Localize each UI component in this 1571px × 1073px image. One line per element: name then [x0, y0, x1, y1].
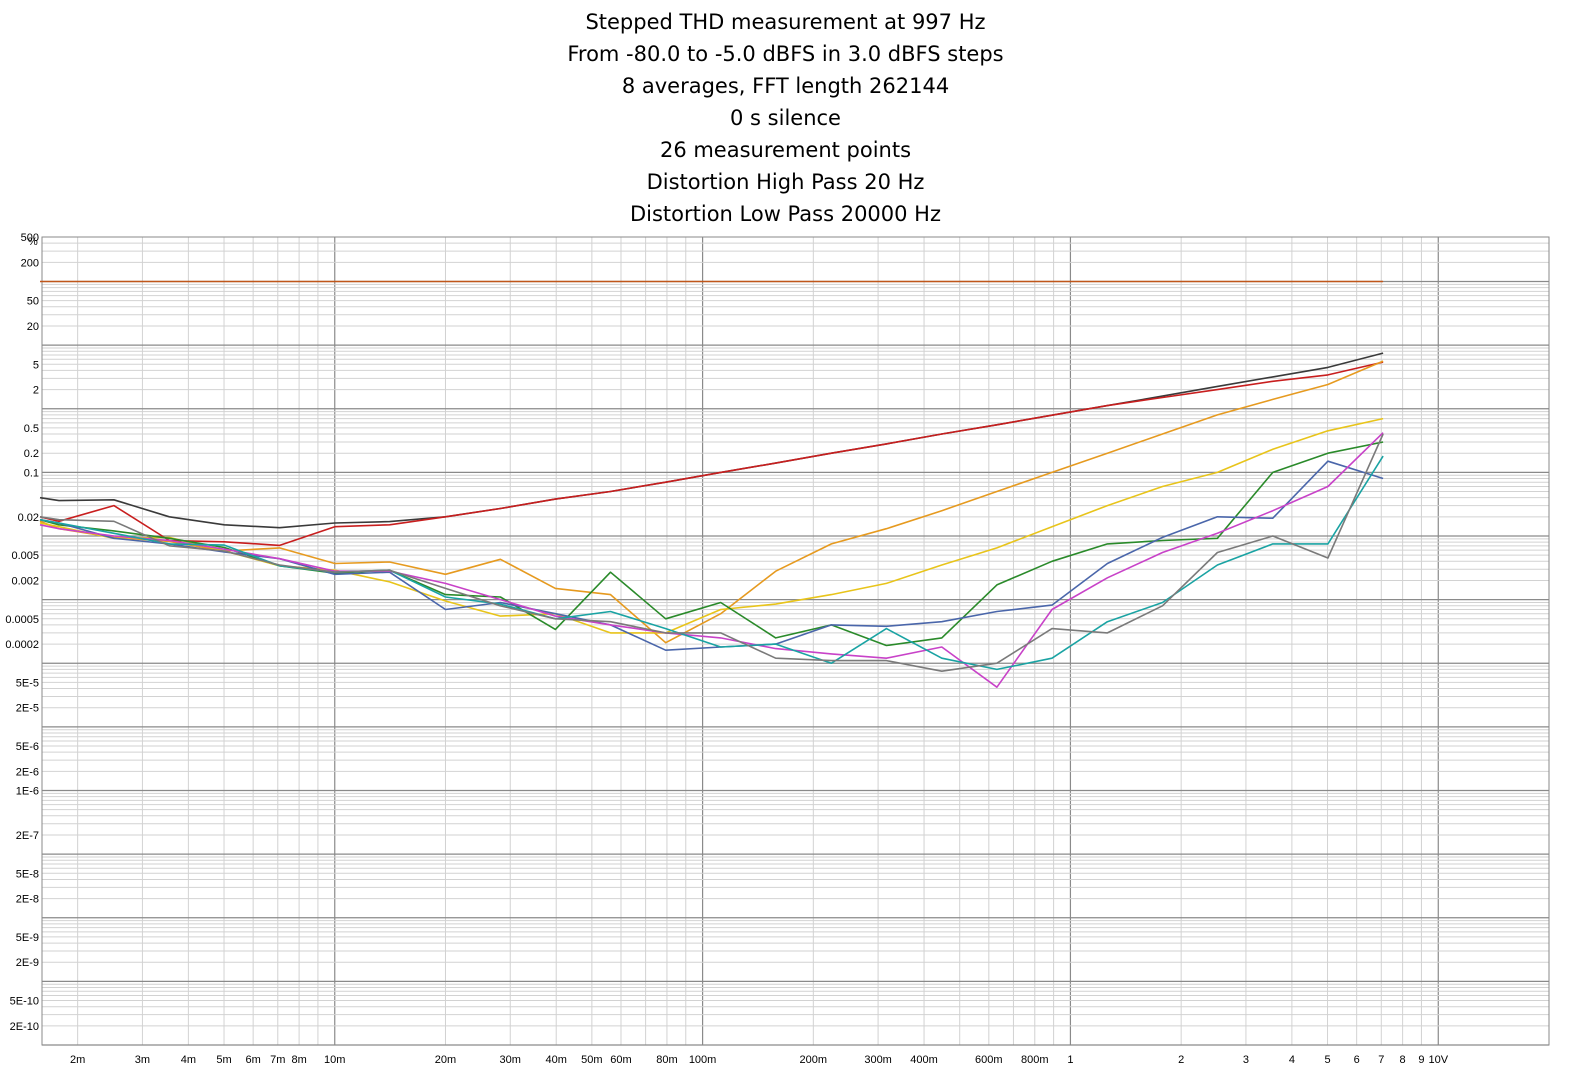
y-tick-labels: 500 200 50 20 5 2 0.5 0.2 0.1 0.02 0.005 0.002 0.000…	[5, 232, 39, 1033]
title-line-3: 8 averages, FFT length 262144	[621, 74, 950, 98]
title-line-5: 26 measurement points	[659, 138, 912, 162]
x-tick-label: 1	[1067, 1054, 1073, 1066]
y-tick-label: 1E-6	[16, 785, 39, 797]
y-axis-unit: %	[28, 236, 38, 248]
title-line-4: 0 s silence	[730, 106, 841, 130]
y-tick-label: 0.0002	[5, 639, 39, 651]
x-tick-label: 3	[1243, 1054, 1249, 1066]
x-tick-label: 8m	[291, 1054, 306, 1066]
grid-lines	[42, 236, 1550, 1046]
y-tick-label: 2	[33, 385, 39, 397]
x-tick-label: 40m	[546, 1054, 567, 1066]
y-tick-label: 5	[33, 359, 39, 371]
x-tick-label: 4m	[181, 1054, 196, 1066]
x-tick-label: 20m	[435, 1054, 456, 1066]
y-tick-label: 5E-10	[10, 996, 39, 1008]
y-tick-label: 200	[21, 257, 39, 269]
y-tick-label: 0.002	[11, 575, 39, 587]
x-tick-label: 2	[1178, 1054, 1184, 1066]
title-line-6: Distortion High Pass 20 Hz	[646, 170, 925, 194]
x-tick-label: 200m	[800, 1054, 828, 1066]
x-tick-label: 4	[1289, 1054, 1295, 1066]
y-tick-label: 0.1	[24, 467, 39, 479]
x-tick-label: 5	[1324, 1054, 1330, 1066]
y-tick-label: 0.0005	[5, 614, 39, 626]
y-tick-label: 5E-8	[16, 868, 39, 880]
chart-title: Stepped THD measurement at 997 Hz From -…	[0, 6, 1571, 230]
plot-border	[41, 236, 1550, 1046]
title-line-1: Stepped THD measurement at 997 Hz	[585, 10, 986, 34]
series-line-9	[39, 455, 1384, 671]
series-line-10	[39, 433, 1384, 673]
y-tick-label: 2E-8	[16, 894, 39, 906]
series-line-8	[39, 432, 1384, 689]
x-tick-label: 100m	[689, 1054, 717, 1066]
x-tick-label: 6	[1354, 1054, 1360, 1066]
y-tick-label: 2E-7	[16, 830, 39, 842]
y-tick-label: 0.5	[24, 423, 39, 435]
y-tick-label: 0.02	[18, 512, 39, 524]
series-line-3	[39, 361, 1384, 547]
x-tick-label: 800m	[1021, 1054, 1049, 1066]
title-line-7: Distortion Low Pass 20000 Hz	[629, 202, 942, 226]
x-tick-label: 7	[1378, 1054, 1384, 1066]
y-tick-label: 2E-5	[16, 703, 39, 715]
y-tick-label: 500	[21, 232, 39, 244]
x-tick-label: 10m	[324, 1054, 345, 1066]
y-tick-label: 0.2	[24, 448, 39, 460]
y-tick-label: 0.005	[11, 550, 39, 562]
y-tick-label: 2E-9	[16, 957, 39, 969]
x-tick-label: 60m	[610, 1054, 631, 1066]
x-tick-label: 8	[1400, 1054, 1406, 1066]
x-tick-label: 2m	[70, 1054, 85, 1066]
y-tick-label: 50	[27, 296, 39, 308]
x-tick-label: 400m	[910, 1054, 938, 1066]
x-tick-label: 80m	[656, 1054, 677, 1066]
y-tick-label: 5E-9	[16, 932, 39, 944]
series-lines	[39, 280, 1384, 689]
title-line-2: From -80.0 to -5.0 dBFS in 3.0 dBFS step…	[567, 42, 1004, 66]
y-tick-label: 2E-6	[16, 766, 39, 778]
x-tick-label: 10V	[1428, 1054, 1448, 1066]
x-tick-label: 50m	[581, 1054, 602, 1066]
y-tick-label: 5E-5	[16, 677, 39, 689]
x-tick-label: 6m	[246, 1054, 261, 1066]
x-tick-label: 3m	[135, 1054, 150, 1066]
x-tick-label: 5m	[216, 1054, 231, 1066]
plot-frame	[41, 236, 1550, 1046]
x-tick-label: 9	[1418, 1054, 1424, 1066]
x-tick-label: 30m	[500, 1054, 521, 1066]
x-tick-label: 600m	[975, 1054, 1003, 1066]
x-tick-label: 7m	[270, 1054, 285, 1066]
x-tick-labels: 2m 3m 4m 5m 6m 7m 8m 10m 20m 30m 40m 50m 60m 80m 100m 2…	[70, 1054, 1449, 1066]
y-tick-label: 5E-6	[16, 741, 39, 753]
y-tick-label: 2E-10	[10, 1021, 39, 1033]
x-tick-label: 300m	[864, 1054, 892, 1066]
y-tick-label: 20	[27, 321, 39, 333]
